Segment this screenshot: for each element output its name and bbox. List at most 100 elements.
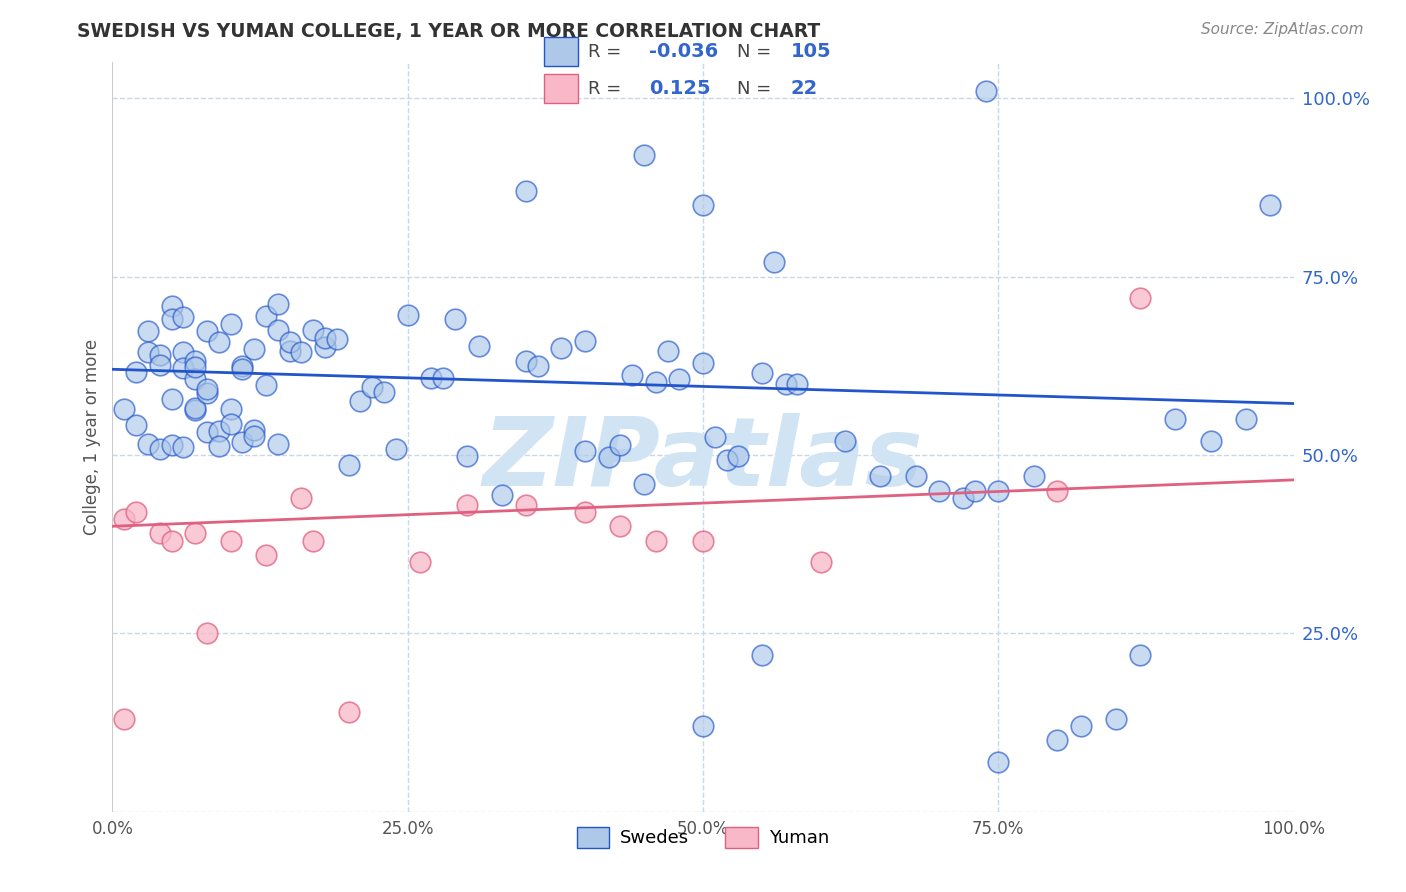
Point bbox=[231, 435, 253, 450]
Point bbox=[1234, 412, 1257, 426]
Y-axis label: College, 1 year or more: College, 1 year or more bbox=[83, 339, 101, 535]
Point bbox=[125, 365, 148, 379]
Point bbox=[904, 469, 927, 483]
Point bbox=[160, 533, 183, 548]
Point bbox=[456, 449, 478, 463]
Point bbox=[267, 297, 290, 311]
Point bbox=[692, 356, 714, 370]
Text: SWEDISH VS YUMAN COLLEGE, 1 YEAR OR MORE CORRELATION CHART: SWEDISH VS YUMAN COLLEGE, 1 YEAR OR MORE… bbox=[77, 22, 821, 41]
Point bbox=[963, 483, 986, 498]
Point bbox=[987, 755, 1010, 769]
Point bbox=[574, 334, 596, 348]
Point bbox=[928, 483, 950, 498]
Point bbox=[208, 424, 231, 438]
Point bbox=[834, 434, 856, 448]
Point bbox=[149, 442, 172, 456]
Point bbox=[136, 324, 159, 338]
Point bbox=[751, 648, 773, 662]
Point bbox=[208, 335, 231, 350]
Text: R =: R = bbox=[588, 43, 621, 61]
Point bbox=[491, 488, 513, 502]
Point bbox=[172, 310, 194, 325]
Point bbox=[184, 401, 207, 416]
Point bbox=[444, 312, 467, 326]
Point bbox=[432, 371, 454, 385]
Point bbox=[1199, 434, 1222, 448]
Point bbox=[633, 148, 655, 162]
Point bbox=[184, 403, 207, 417]
Point bbox=[786, 376, 808, 391]
Point bbox=[456, 498, 478, 512]
Point bbox=[160, 312, 183, 326]
Point bbox=[160, 392, 183, 406]
Point bbox=[243, 423, 266, 437]
Point bbox=[184, 354, 207, 368]
Point bbox=[112, 512, 135, 526]
Point bbox=[727, 449, 749, 463]
Point bbox=[385, 442, 408, 456]
Point bbox=[775, 376, 797, 391]
Point bbox=[160, 438, 183, 452]
Point bbox=[1022, 469, 1045, 483]
Point bbox=[692, 533, 714, 548]
Point bbox=[112, 401, 135, 416]
Text: N =: N = bbox=[737, 43, 770, 61]
Point bbox=[302, 323, 325, 337]
Point bbox=[1258, 198, 1281, 212]
Point bbox=[1129, 291, 1152, 305]
Point bbox=[243, 342, 266, 356]
Point bbox=[254, 309, 277, 323]
Point bbox=[550, 342, 572, 356]
Point bbox=[136, 344, 159, 359]
Point bbox=[160, 300, 183, 314]
Text: ZIPatlas: ZIPatlas bbox=[482, 413, 924, 506]
Point bbox=[219, 533, 242, 548]
Point bbox=[195, 626, 218, 640]
Point bbox=[526, 359, 548, 374]
Point bbox=[515, 354, 537, 368]
Point bbox=[149, 526, 172, 541]
Point bbox=[112, 712, 135, 726]
Point bbox=[243, 429, 266, 443]
Point bbox=[195, 324, 218, 338]
Point bbox=[231, 362, 253, 376]
Point bbox=[1046, 483, 1069, 498]
Point bbox=[633, 476, 655, 491]
Point bbox=[125, 417, 148, 432]
Point bbox=[703, 430, 725, 444]
Point bbox=[976, 84, 998, 98]
Point bbox=[657, 343, 679, 358]
Point bbox=[621, 368, 644, 383]
Point bbox=[337, 458, 360, 472]
Point bbox=[751, 366, 773, 380]
Point bbox=[349, 393, 371, 408]
Point bbox=[314, 331, 336, 345]
Point bbox=[172, 440, 194, 454]
Point bbox=[184, 359, 207, 374]
Point bbox=[644, 533, 666, 548]
Point bbox=[762, 255, 785, 269]
Text: Source: ZipAtlas.com: Source: ZipAtlas.com bbox=[1201, 22, 1364, 37]
Point bbox=[609, 519, 631, 533]
Point bbox=[149, 348, 172, 362]
Point bbox=[420, 371, 443, 385]
Point bbox=[254, 548, 277, 562]
Point bbox=[810, 555, 832, 569]
Point bbox=[278, 334, 301, 349]
Point bbox=[668, 372, 690, 386]
Point bbox=[598, 450, 620, 465]
Point bbox=[1070, 719, 1092, 733]
Bar bbox=[544, 74, 578, 103]
Point bbox=[195, 425, 218, 440]
Point bbox=[290, 345, 312, 359]
Point bbox=[467, 339, 489, 353]
Text: 105: 105 bbox=[790, 42, 831, 61]
Point bbox=[184, 372, 207, 386]
Point bbox=[314, 340, 336, 354]
Text: -0.036: -0.036 bbox=[650, 42, 718, 61]
Point bbox=[267, 323, 290, 337]
Text: 0.125: 0.125 bbox=[650, 79, 710, 98]
Text: 22: 22 bbox=[790, 79, 818, 98]
Point bbox=[136, 437, 159, 451]
Point bbox=[195, 385, 218, 400]
